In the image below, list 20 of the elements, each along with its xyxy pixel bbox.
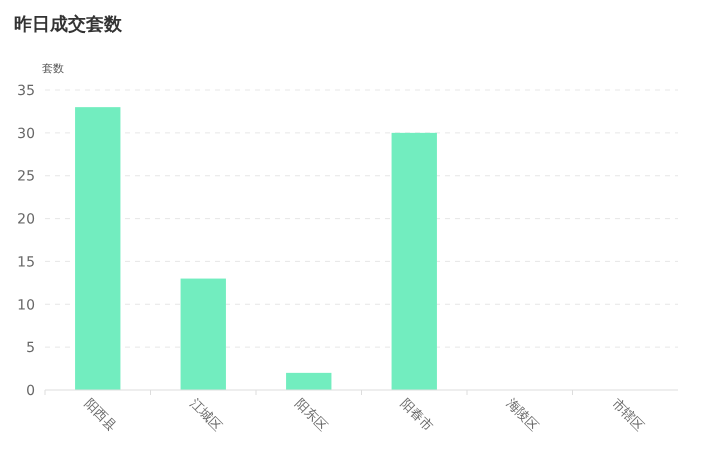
y-tick-label: 20 (17, 212, 35, 228)
y-tick-label: 35 (17, 83, 35, 99)
bar (286, 372, 332, 390)
y-tick-label: 30 (17, 126, 35, 142)
x-tick-label: 江城区 (186, 396, 225, 434)
chart-title: 昨日成交套数 (14, 14, 123, 35)
x-tick-label: 阳西县 (80, 396, 120, 434)
y-tick-label: 10 (17, 297, 35, 314)
x-tick-label: 阳春市 (397, 396, 436, 434)
y-tick-label: 5 (26, 340, 35, 356)
x-tick-label: 市辖区 (608, 396, 647, 434)
y-axis-title: 套数 (42, 62, 64, 75)
y-tick-label: 15 (17, 254, 35, 270)
y-tick-label: 0 (26, 383, 35, 399)
x-tick-label: 海陵区 (502, 396, 542, 434)
bar (180, 278, 226, 390)
y-tick-label: 25 (17, 168, 35, 185)
bar (392, 132, 437, 390)
x-tick-label: 阳东区 (292, 396, 330, 434)
bar (75, 107, 120, 390)
